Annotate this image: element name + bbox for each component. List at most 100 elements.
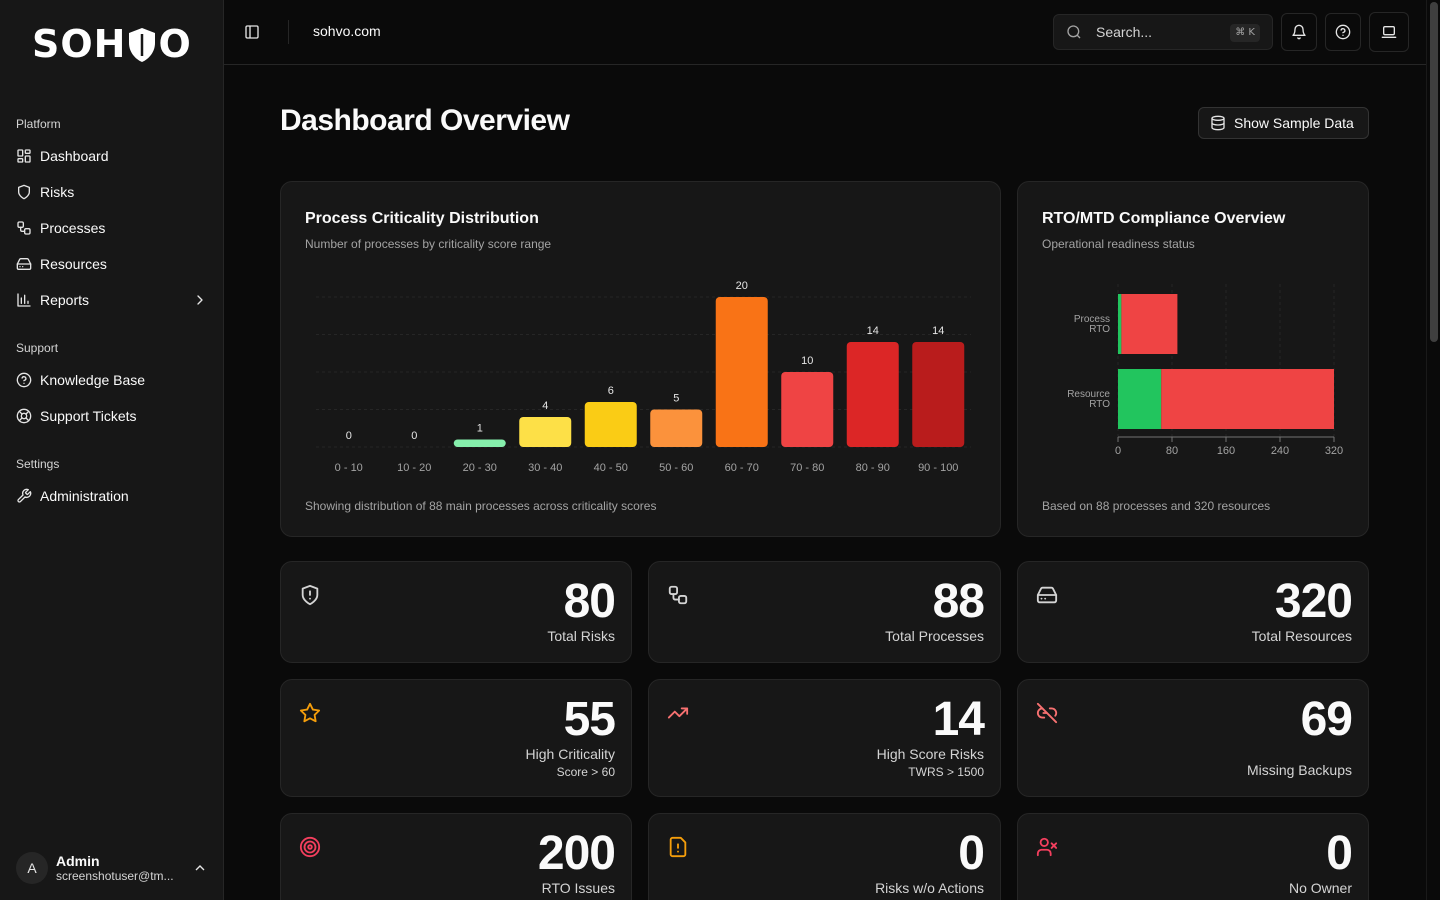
shield-logo-icon xyxy=(127,26,157,64)
display-button[interactable] xyxy=(1369,12,1409,52)
page-scrollbar[interactable] xyxy=(1426,0,1440,900)
stacked-bar-segment[interactable] xyxy=(1161,369,1334,429)
logo-text-left: SOH xyxy=(32,22,127,66)
user-email: screenshotuser@tm... xyxy=(56,869,174,883)
bar-30-40[interactable] xyxy=(519,417,572,447)
section-label-settings: Settings xyxy=(16,457,60,471)
user-x-icon xyxy=(1036,836,1058,858)
bell-icon xyxy=(1292,24,1306,40)
chevron-up-icon xyxy=(195,865,205,871)
bar-chart-icon xyxy=(17,293,31,307)
help-button[interactable] xyxy=(1325,13,1361,51)
stat-label: No Owner xyxy=(1288,880,1352,896)
scrollbar-thumb[interactable] xyxy=(1430,2,1438,342)
header-divider xyxy=(288,20,289,44)
link-off-icon xyxy=(1036,702,1058,724)
stacked-bar-segment[interactable] xyxy=(1118,294,1122,354)
sidebar-item-support-tickets[interactable]: Support Tickets xyxy=(8,400,216,432)
section-label-platform: Platform xyxy=(16,117,61,131)
y-tick-label: Resource xyxy=(1067,389,1110,400)
sidebar-item-risks[interactable]: Risks xyxy=(8,176,216,208)
y-tick-label: RTO xyxy=(1089,399,1110,410)
stat-sublabel: Score > 60 xyxy=(556,765,615,779)
shield-icon xyxy=(18,184,30,200)
search-shortcut: ⌘ K xyxy=(1230,24,1260,42)
x-tick-label: 240 xyxy=(1271,445,1289,457)
hard-drive-icon xyxy=(16,258,32,270)
stacked-bar-segment[interactable] xyxy=(1121,294,1178,354)
stat-sublabel: TWRS > 1500 xyxy=(908,765,984,779)
sidebar-item-reports[interactable]: Reports xyxy=(8,284,216,316)
sidebar-item-label: Risks xyxy=(40,184,75,200)
x-tick-label: 20 - 30 xyxy=(463,462,497,474)
user-menu[interactable]: A Admin screenshotuser@tm... xyxy=(8,844,216,892)
card-title: Process Criticality Distribution xyxy=(305,210,539,227)
bar-60-70[interactable] xyxy=(715,297,768,447)
stat-value: 0 xyxy=(958,827,985,880)
stat-card-no-owner: 0 No Owner xyxy=(1017,813,1369,900)
search-input[interactable] xyxy=(1096,24,1216,40)
stacked-bar-segment[interactable] xyxy=(1118,369,1162,429)
bar-40-50[interactable] xyxy=(584,402,637,447)
sidebar-item-label: Support Tickets xyxy=(40,408,137,424)
search-icon xyxy=(1067,25,1081,39)
stat-card-risks-w-o-actions: 0 Risks w/o Actions xyxy=(648,813,1001,900)
bar-value-label: 6 xyxy=(608,385,614,397)
bar-value-label: 14 xyxy=(932,325,944,337)
top-header: sohvo.com ⌘ K xyxy=(224,0,1426,65)
criticality-chart-card: Process Criticality Distribution Number … xyxy=(280,181,1001,537)
sidebar-item-administration[interactable]: Administration xyxy=(8,480,216,512)
stat-value: 0 xyxy=(1326,827,1353,880)
stat-label: Total Resources xyxy=(1251,628,1352,644)
x-tick-label: 50 - 60 xyxy=(659,462,693,474)
y-tick-label: RTO xyxy=(1089,324,1110,335)
show-sample-data-button[interactable]: Show Sample Data xyxy=(1198,107,1369,139)
stat-value: 55 xyxy=(563,693,616,746)
sidebar-item-knowledge-base[interactable]: Knowledge Base xyxy=(8,364,216,396)
x-tick-label: 30 - 40 xyxy=(528,462,562,474)
card-footer: Showing distribution of 88 main processe… xyxy=(305,499,657,513)
bar-20-30[interactable] xyxy=(453,439,506,448)
x-tick-label: 160 xyxy=(1217,445,1235,457)
notifications-button[interactable] xyxy=(1281,13,1317,51)
x-tick-label: 10 - 20 xyxy=(397,462,431,474)
bar-80-90[interactable] xyxy=(846,342,899,447)
stat-label: Total Risks xyxy=(547,628,615,644)
workflow-icon xyxy=(17,221,31,235)
bar-value-label: 14 xyxy=(867,325,879,337)
hard-drive-icon xyxy=(1036,584,1058,606)
search-box[interactable]: ⌘ K xyxy=(1053,14,1273,50)
bar-50-60[interactable] xyxy=(650,409,703,448)
sidebar-item-resources[interactable]: Resources xyxy=(8,248,216,280)
x-tick-label: 80 xyxy=(1166,445,1178,457)
bar-90-100[interactable] xyxy=(912,342,965,447)
card-subtitle: Operational readiness status xyxy=(1042,237,1195,251)
sidebar: SOH O Platform Dashboard Risks Processes… xyxy=(0,0,224,900)
compliance-chart-card: RTO/MTD Compliance Overview Operational … xyxy=(1017,181,1369,537)
sidebar-item-label: Resources xyxy=(40,256,107,272)
site-name: sohvo.com xyxy=(313,23,381,39)
sidebar-item-dashboard[interactable]: Dashboard xyxy=(8,140,216,172)
sidebar-item-processes[interactable]: Processes xyxy=(8,212,216,244)
sidebar-item-label: Reports xyxy=(40,292,90,308)
stat-label: High Criticality xyxy=(525,746,615,762)
stat-value: 14 xyxy=(932,693,985,746)
brand-logo[interactable]: SOH O xyxy=(32,22,192,66)
panel-left-icon xyxy=(245,25,259,39)
x-tick-label: 0 xyxy=(1115,445,1121,457)
bar-value-label: 4 xyxy=(542,400,548,412)
sample-button-label: Show Sample Data xyxy=(1234,115,1354,131)
help-circle-icon xyxy=(16,372,32,388)
stat-card-total-resources: 320 Total Resources xyxy=(1017,561,1369,663)
logo-text-right: O xyxy=(158,22,192,66)
page-title: Dashboard Overview xyxy=(280,104,570,137)
stat-card-high-criticality: 55 High Criticality Score > 60 xyxy=(280,679,632,797)
section-label-support: Support xyxy=(16,341,59,355)
sidebar-toggle-button[interactable] xyxy=(240,20,264,44)
bar-70-80[interactable] xyxy=(781,372,834,447)
avatar: A xyxy=(16,852,48,884)
stat-value: 69 xyxy=(1300,693,1353,746)
x-tick-label: 90 - 100 xyxy=(918,462,958,474)
chevron-right-icon xyxy=(197,295,203,305)
dashboard-icon xyxy=(17,149,31,163)
